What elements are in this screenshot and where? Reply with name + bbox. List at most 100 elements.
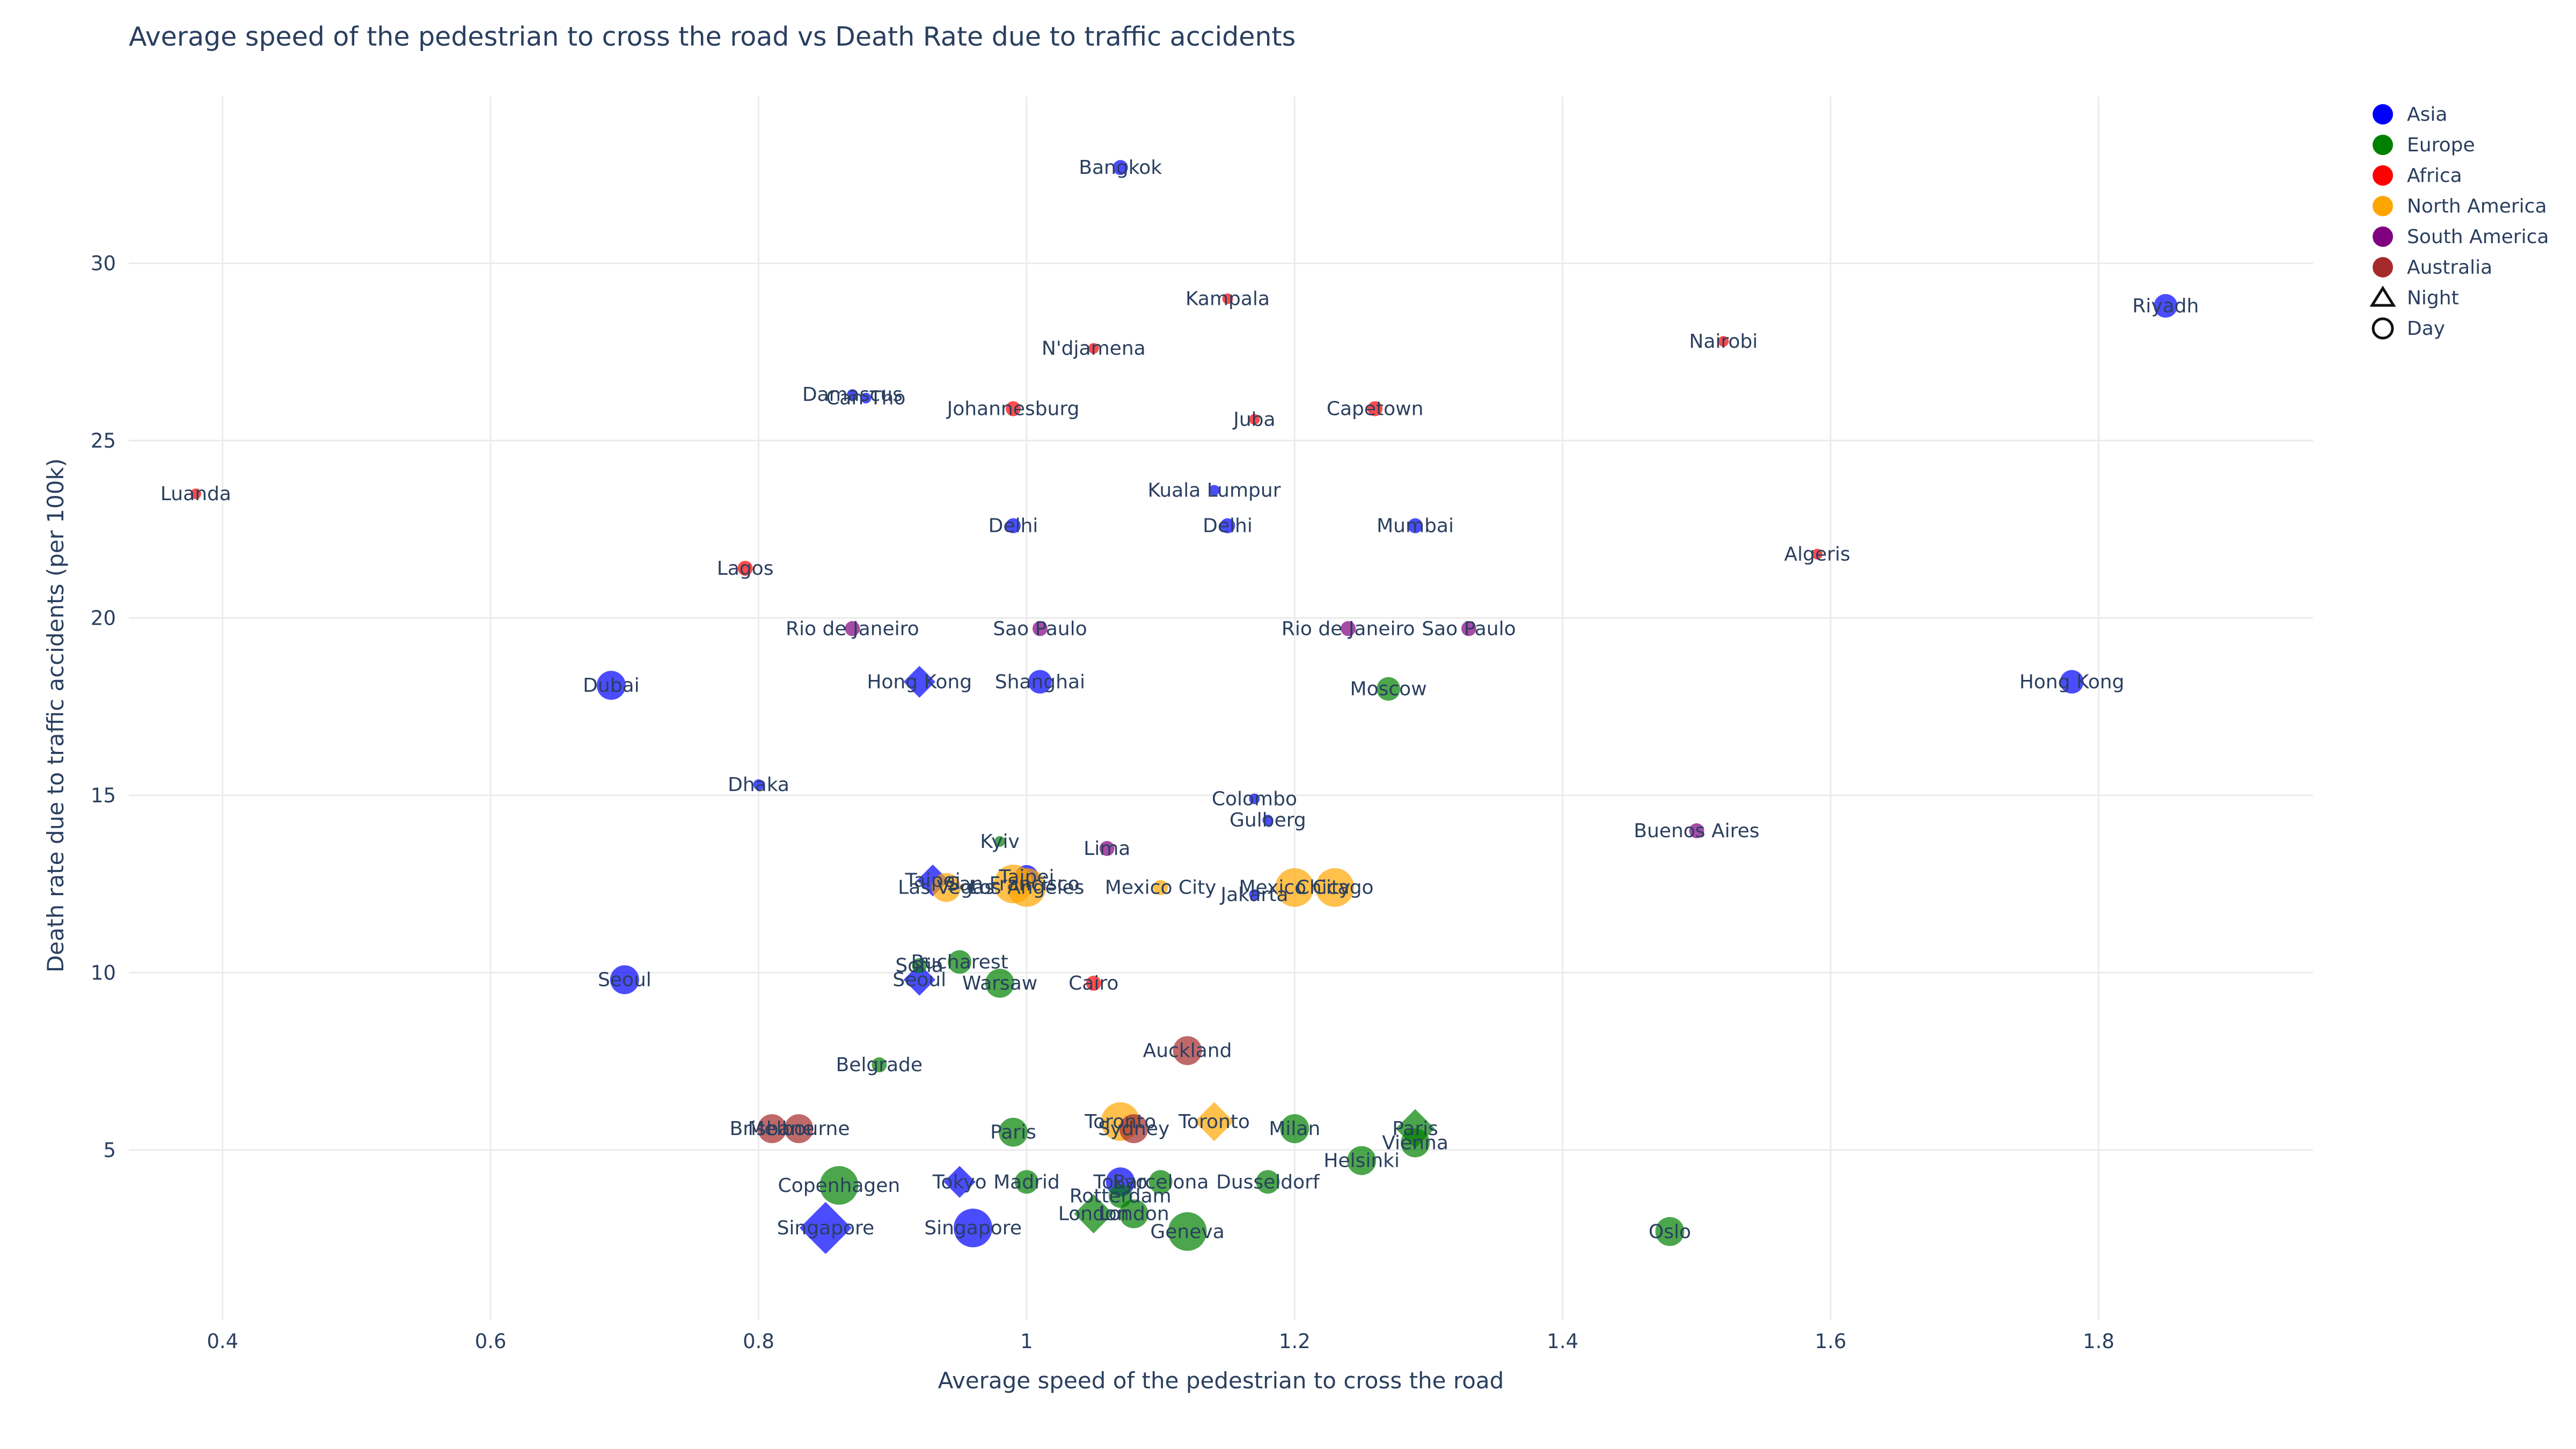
data-point[interactable]: [1209, 485, 1220, 496]
data-point[interactable]: [1119, 1199, 1148, 1228]
data-point[interactable]: [1074, 1194, 1114, 1234]
data-point[interactable]: [1377, 677, 1401, 701]
legend-marker: [2373, 226, 2393, 247]
data-point[interactable]: [1655, 1217, 1685, 1246]
data-point[interactable]: [1689, 823, 1704, 838]
data-point[interactable]: [1315, 868, 1355, 907]
data-point[interactable]: [1275, 868, 1314, 907]
data-point[interactable]: [903, 963, 935, 996]
data-point[interactable]: [737, 560, 753, 576]
data-point[interactable]: [1148, 1170, 1173, 1194]
data-point[interactable]: [2060, 670, 2084, 694]
data-point[interactable]: [784, 1114, 814, 1144]
point-label: Paris: [1392, 1118, 1438, 1140]
data-point[interactable]: [1341, 621, 1356, 636]
data-point[interactable]: [1007, 868, 1046, 907]
data-point[interactable]: [1088, 343, 1099, 354]
data-point[interactable]: [1347, 1146, 1377, 1175]
point-label: Sao Paulo: [993, 618, 1087, 640]
data-point[interactable]: [1812, 548, 1823, 560]
point-label: Hong Kong: [867, 671, 972, 693]
data-labels: Bangkok Riyadh Hong Kong Dubai Seoul Hong Kon…: [160, 157, 2199, 1243]
data-point[interactable]: [985, 969, 1015, 998]
data-point[interactable]: [1173, 1036, 1202, 1065]
point-label: Sofia: [895, 955, 943, 977]
legend-label: Asia: [2407, 104, 2447, 126]
data-point[interactable]: [1220, 518, 1235, 533]
point-label: Bangkok: [1079, 157, 1162, 179]
data-point[interactable]: [847, 389, 858, 400]
x-tick-label: 0.8: [743, 1330, 774, 1353]
data-point[interactable]: [872, 1057, 887, 1073]
point-label: Gulberg: [1230, 809, 1306, 831]
data-point[interactable]: [1461, 621, 1476, 636]
data-point[interactable]: [943, 1166, 976, 1198]
legend[interactable]: Asia Europe Africa North America South Ameri…: [2369, 104, 2549, 340]
data-point[interactable]: [860, 392, 872, 404]
data-point[interactable]: [948, 950, 972, 974]
legend-item[interactable]: Night: [2369, 286, 2459, 309]
legend-item[interactable]: Africa: [2373, 165, 2462, 187]
legend-item[interactable]: Day: [2372, 317, 2445, 340]
point-label: Copenhagen: [778, 1175, 901, 1197]
data-point[interactable]: [994, 836, 1006, 847]
data-point[interactable]: [1408, 518, 1423, 533]
data-point[interactable]: [1249, 414, 1260, 425]
data-point[interactable]: [1086, 976, 1101, 991]
data-point[interactable]: [1005, 401, 1021, 416]
y-tick-label: 25: [91, 429, 116, 452]
data-point[interactable]: [1280, 1114, 1309, 1144]
data-point[interactable]: [1153, 880, 1168, 895]
legend-label: South America: [2407, 226, 2549, 248]
tick-labels: 0.4 0.6 0.8 1 1.2 1.4 1.6 1.8 5 10 15 20 25 30: [91, 252, 2114, 1353]
data-point[interactable]: [1262, 815, 1274, 826]
data-point[interactable]: [1032, 621, 1048, 636]
data-point[interactable]: [190, 488, 201, 500]
data-point[interactable]: [1249, 793, 1260, 804]
legend-item[interactable]: Asia: [2373, 104, 2447, 126]
point-label: Las Vegas: [898, 877, 994, 899]
data-point[interactable]: [1256, 1170, 1280, 1194]
data-point[interactable]: [596, 671, 626, 700]
data-point[interactable]: [1113, 160, 1128, 175]
legend-item[interactable]: Europe: [2373, 134, 2475, 156]
data-point[interactable]: [799, 1202, 852, 1254]
point-label: Belgrade: [836, 1054, 923, 1076]
data-point[interactable]: [1014, 1170, 1038, 1194]
legend-item[interactable]: South America: [2373, 226, 2549, 248]
data-point[interactable]: [1099, 841, 1115, 857]
data-point[interactable]: [845, 621, 860, 636]
point-label: Paris: [990, 1122, 1036, 1144]
data-point[interactable]: [757, 1114, 787, 1144]
data-point[interactable]: [1367, 401, 1383, 416]
point-label: Singapore: [777, 1217, 875, 1239]
data-point[interactable]: [1005, 518, 1021, 533]
data-point[interactable]: [2154, 294, 2178, 318]
data-point[interactable]: [903, 665, 935, 698]
data-point[interactable]: [1401, 1128, 1430, 1158]
legend-label: Africa: [2407, 165, 2462, 187]
data-point[interactable]: [954, 1209, 993, 1248]
data-point[interactable]: [1119, 1114, 1148, 1144]
data-point[interactable]: [912, 958, 927, 974]
legend-item[interactable]: North America: [2373, 195, 2547, 217]
legend-item[interactable]: Australia: [2373, 257, 2492, 279]
data-point[interactable]: [1195, 1102, 1234, 1141]
data-point[interactable]: [753, 779, 764, 791]
data-point[interactable]: [610, 965, 639, 994]
data-point[interactable]: [998, 1117, 1028, 1147]
data-point[interactable]: [1028, 670, 1052, 694]
point-label: Johannesburg: [946, 398, 1080, 420]
legend-label: Day: [2407, 318, 2445, 340]
point-label: Warsaw: [962, 972, 1037, 994]
data-point[interactable]: [1249, 889, 1260, 900]
point-label: N'djamena: [1042, 338, 1146, 360]
data-point[interactable]: [1718, 336, 1729, 347]
point-label: Mexico City: [1105, 877, 1217, 899]
data-point[interactable]: [932, 873, 961, 902]
data-point[interactable]: [1222, 293, 1233, 304]
point-label: Buenos Aires: [1634, 820, 1759, 842]
data-point[interactable]: [1168, 1212, 1207, 1251]
point-label: Sydney: [1098, 1118, 1169, 1140]
data-point[interactable]: [819, 1166, 859, 1205]
